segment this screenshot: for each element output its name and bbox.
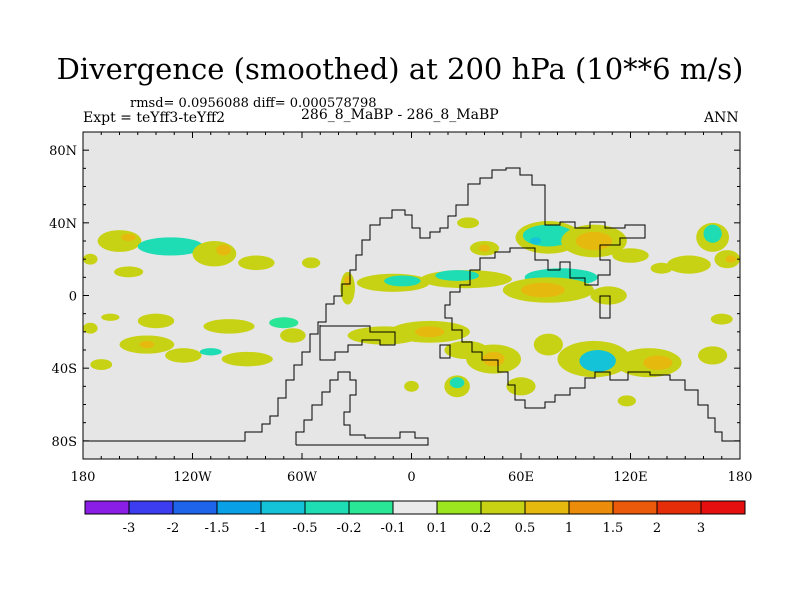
plot-background: [83, 132, 740, 459]
contour-blob: [415, 326, 445, 338]
contour-blob: [506, 377, 536, 396]
colorbar-swatch: [612, 500, 658, 515]
coastline-outline: [599, 295, 611, 319]
contour-blob: [710, 313, 733, 325]
contour-blob: [192, 241, 237, 267]
coastline-outline: [319, 325, 396, 361]
colorbar-label: -1: [255, 521, 268, 536]
colorbar-swatch: [524, 500, 570, 515]
colorbar-label: -2: [167, 521, 180, 536]
y-tick-label: 40S: [52, 362, 77, 377]
contour-blob: [533, 333, 563, 356]
contour-blob: [280, 328, 306, 343]
contour-blob: [137, 313, 175, 329]
contour-blob: [575, 231, 613, 251]
contour-blob: [221, 351, 273, 367]
coastline-outline: [439, 344, 451, 359]
colorbar-label: 3: [697, 521, 705, 536]
contour-blob: [612, 248, 649, 263]
colorbar-swatch: [172, 500, 218, 515]
x-tick-label: 120E: [613, 470, 647, 485]
chart-title: Divergence (smoothed) at 200 hPa (10**6 …: [56, 52, 744, 86]
colorbar-label: -3: [123, 521, 136, 536]
contour-blob: [482, 351, 505, 367]
x-tick-label: 60E: [508, 470, 534, 485]
x-tick-label: 0: [407, 470, 415, 485]
colorbar-label: 1.5: [603, 521, 624, 536]
contour-blob: [725, 255, 737, 263]
contour-blob: [238, 255, 275, 271]
colorbar-label: 1: [565, 521, 573, 536]
contour-blob: [650, 262, 673, 274]
contour-blob: [579, 350, 616, 372]
contour-blob: [698, 346, 728, 365]
x-tick-label: 180: [728, 470, 753, 485]
colorbar-swatch: [700, 500, 746, 515]
colorbar-label: 0.5: [515, 521, 536, 536]
contour-blob: [449, 377, 465, 389]
contour-blob: [302, 257, 321, 269]
colorbar-swatch: [436, 500, 482, 515]
colorbar-label: -1.5: [204, 521, 229, 536]
colorbar-swatch: [392, 500, 438, 515]
contour-blob: [203, 319, 255, 334]
colorbar-label: 0.2: [471, 521, 492, 536]
contour-blob: [97, 230, 142, 252]
colorbar-swatch: [480, 500, 526, 515]
contour-blob: [165, 348, 202, 363]
contour-blob: [101, 313, 120, 321]
y-tick-label: 40N: [49, 217, 77, 232]
contour-blob: [530, 237, 542, 245]
colorbar-label: -0.5: [292, 521, 317, 536]
contour-blob: [83, 253, 98, 265]
contour-blob: [617, 395, 636, 407]
contour-blob: [340, 271, 355, 305]
stats-label: rmsd= 0.0956088 diff= 0.000578798: [130, 96, 377, 111]
contour-blob: [479, 244, 490, 252]
colorbar-swatch: [568, 500, 614, 515]
colorbar-label: -0.2: [336, 521, 361, 536]
colorbar-label: -0.1: [380, 521, 405, 536]
contour-fill-group: [83, 217, 740, 407]
x-tick-label: 120W: [173, 470, 212, 485]
contour-blob: [435, 270, 480, 281]
case-label: 286_8_MaBP - 286_8_MaBP: [301, 107, 499, 123]
colorbar-swatch: [128, 500, 174, 515]
contour-blob: [114, 266, 144, 278]
x-tick-label: 180: [71, 470, 96, 485]
contour-blob: [667, 255, 711, 274]
coastline-outline: [295, 371, 429, 446]
contour-blob: [139, 340, 155, 349]
contour-blob: [643, 355, 673, 370]
contour-blob: [199, 348, 222, 356]
colorbar-label: 0.1: [427, 521, 448, 536]
contour-blob: [90, 359, 113, 370]
season-label: ANN: [704, 110, 739, 126]
contour-blob: [521, 282, 565, 298]
contour-blob: [216, 244, 231, 256]
colorbar-swatch: [260, 500, 306, 515]
experiment-label: Expt = teYff3-teYff2: [83, 110, 226, 126]
contour-blob: [457, 217, 480, 229]
contour-blob: [137, 237, 204, 256]
y-tick-label: 80N: [49, 144, 77, 159]
colorbar-swatch: [304, 500, 350, 515]
colorbar-swatch: [348, 500, 394, 515]
colorbar-label: 2: [653, 521, 661, 536]
colorbar-swatch: [84, 500, 130, 515]
contour-blob: [384, 275, 421, 287]
y-tick-label: 0: [69, 290, 77, 305]
contour-blob: [83, 322, 98, 334]
y-tick-label: 80S: [52, 435, 77, 450]
colorbar-swatch: [216, 500, 262, 515]
contour-blob: [269, 317, 299, 329]
contour-blob: [121, 233, 136, 241]
contour-blob: [404, 380, 419, 392]
x-tick-label: 60W: [287, 470, 318, 485]
contour-blob: [703, 224, 722, 243]
colorbar-swatch: [656, 500, 702, 515]
coastline-outline: [83, 167, 740, 442]
